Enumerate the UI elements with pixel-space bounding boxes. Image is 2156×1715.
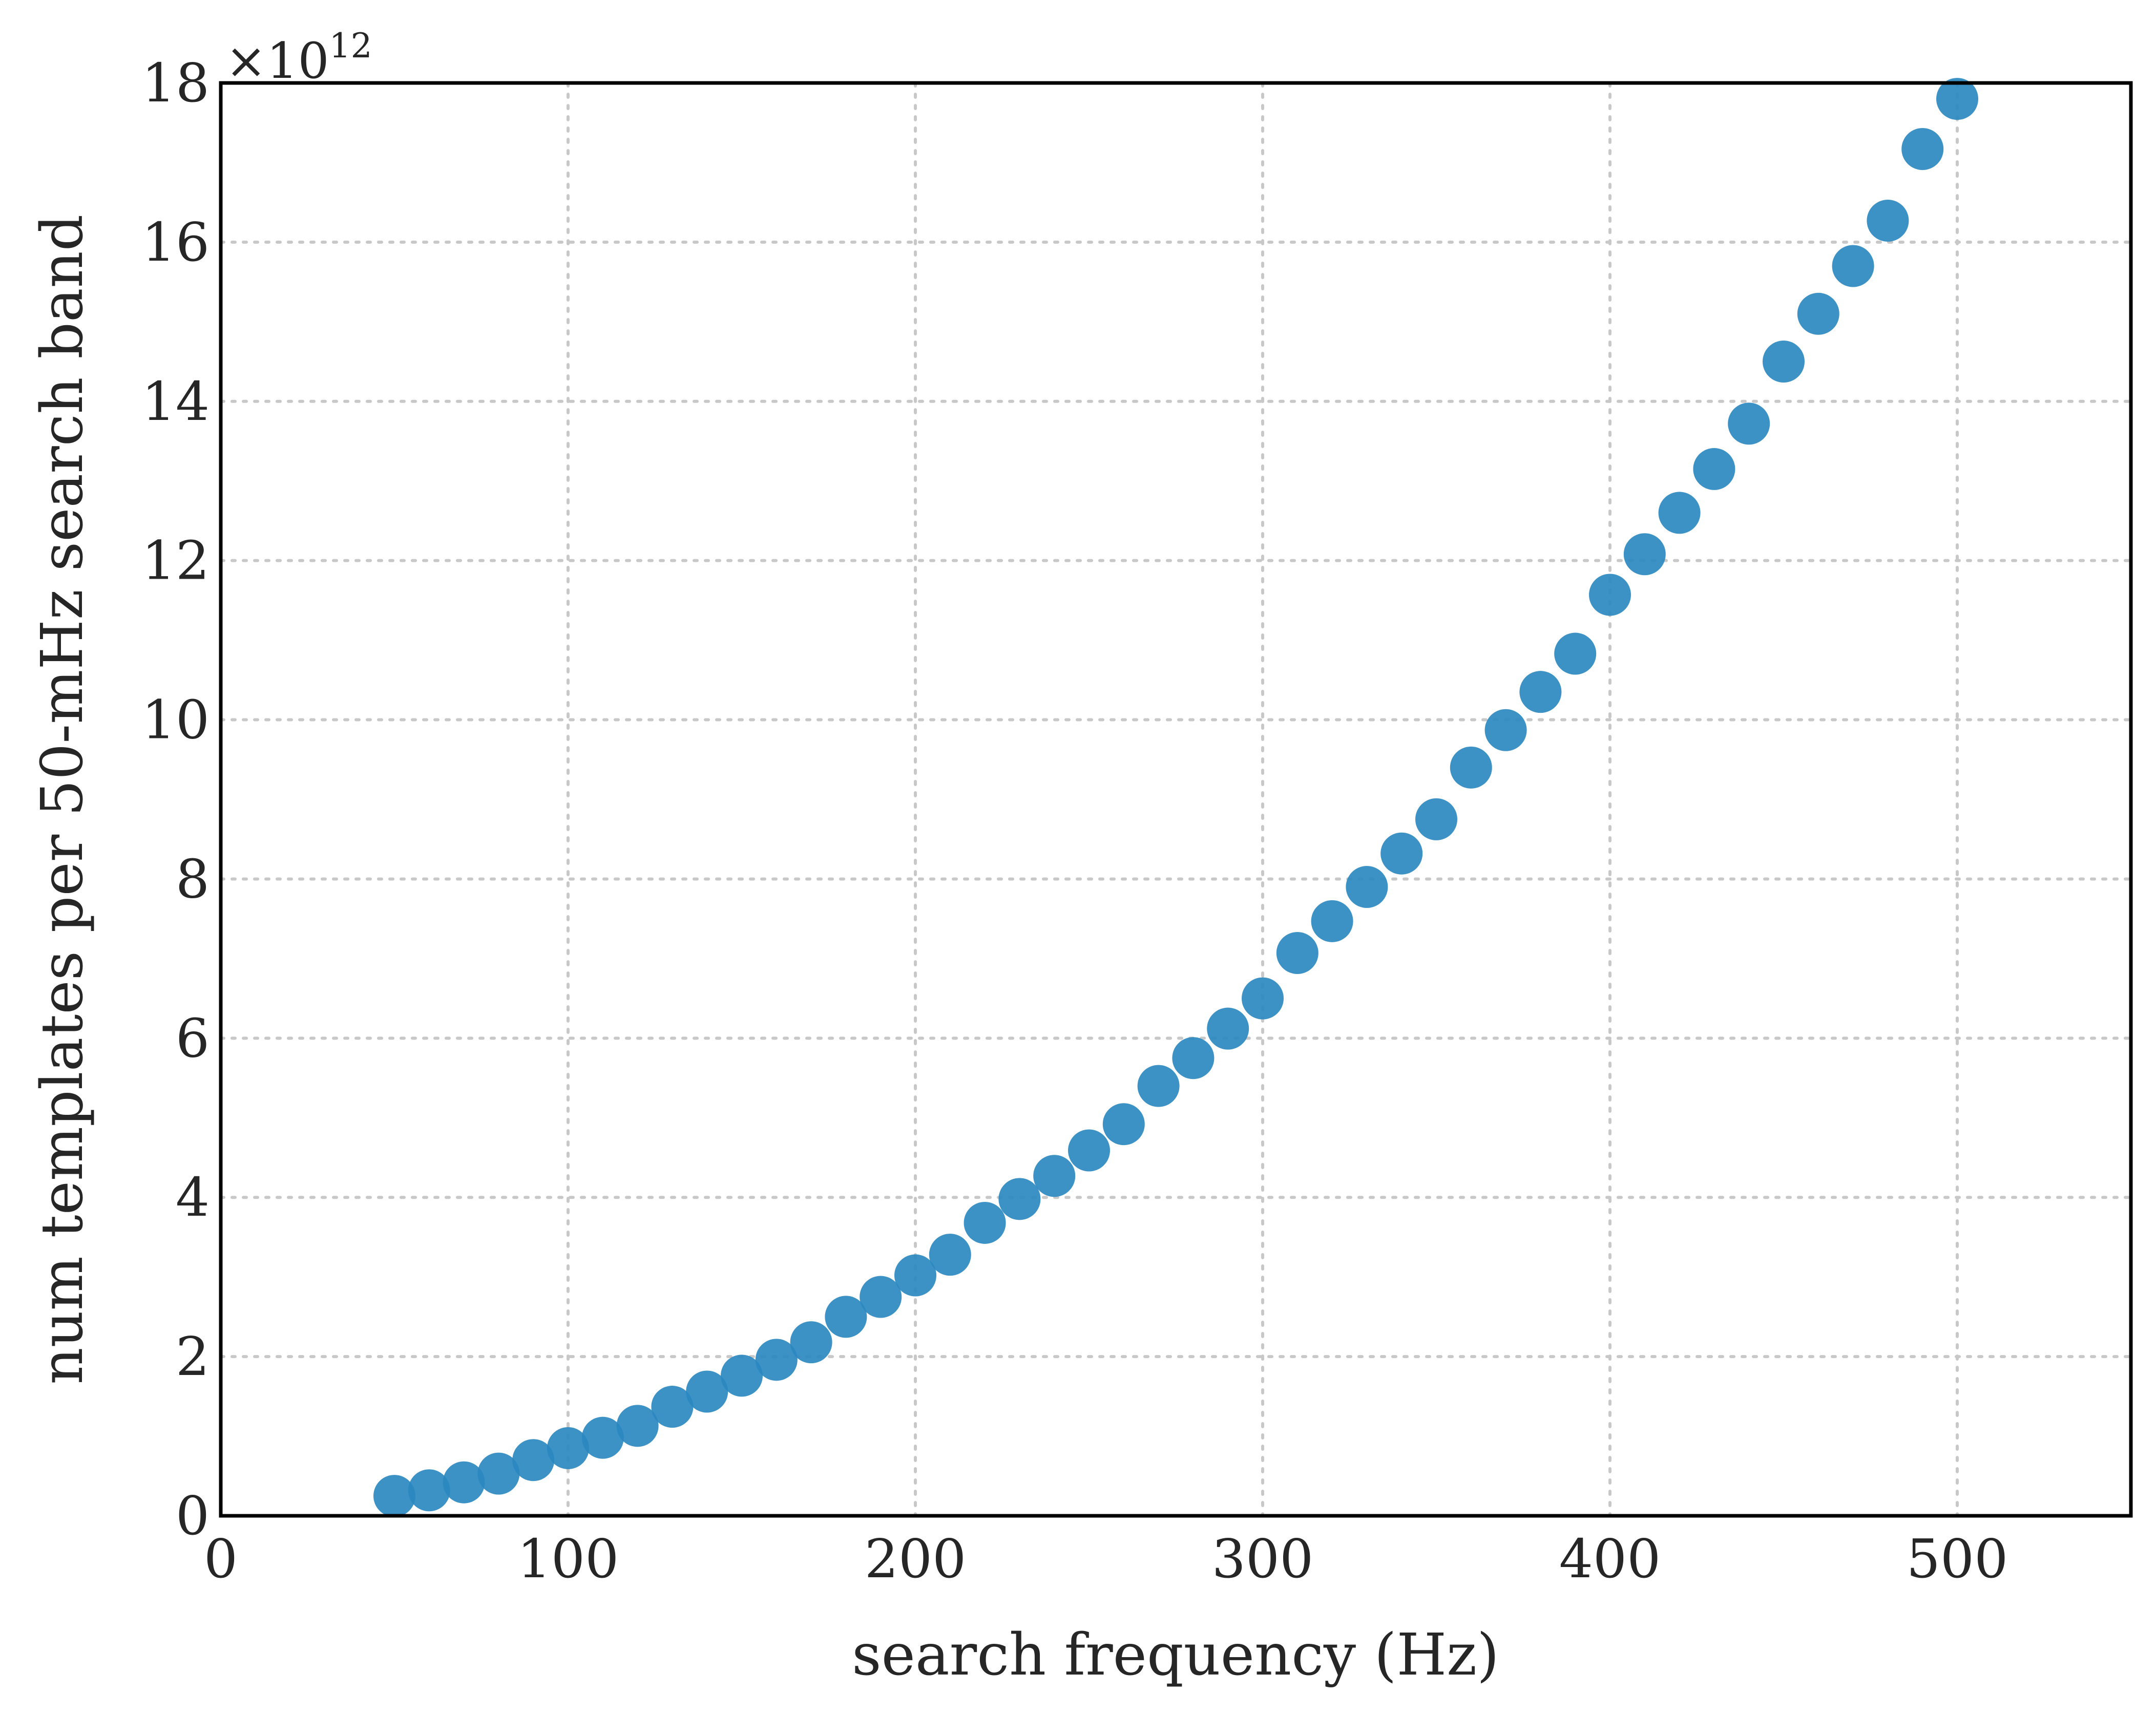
data-point <box>1623 533 1666 576</box>
y-tick-label: 14 <box>142 370 210 433</box>
data-point <box>512 1439 555 1481</box>
data-point <box>1137 1065 1180 1107</box>
grid <box>219 81 2132 1517</box>
data-point <box>1172 1037 1215 1079</box>
data-point <box>443 1461 485 1504</box>
data-point <box>1102 1103 1145 1146</box>
y-tick-label: 16 <box>142 211 210 273</box>
data-point <box>1867 199 1909 242</box>
data-point <box>894 1254 936 1297</box>
x-tick-label: 300 <box>1212 1528 1314 1590</box>
x-tick-label: 100 <box>517 1528 619 1590</box>
y-axis-title: num templates per 50-mHz search band <box>29 214 96 1384</box>
plot-frame <box>219 81 2133 1518</box>
y-tick-label: 8 <box>176 848 210 910</box>
x-axis-title: search frequency (Hz) <box>852 1622 1499 1688</box>
data-point <box>1346 865 1388 908</box>
data-point <box>1693 448 1735 490</box>
x-tick-labels: 0 100 200 300 400 500 <box>204 1528 2008 1590</box>
x-tick-label: 200 <box>865 1528 967 1590</box>
x-tick-label: 500 <box>1907 1528 2008 1590</box>
data-point <box>1207 1007 1249 1050</box>
y-tick-label: 10 <box>142 689 210 751</box>
data-point <box>998 1178 1041 1220</box>
data-point <box>686 1370 728 1413</box>
data-point <box>755 1339 798 1381</box>
data-point <box>1068 1129 1110 1172</box>
data-point <box>1797 292 1839 335</box>
data-point <box>1763 341 1805 383</box>
data-point <box>1450 746 1492 789</box>
data-point <box>929 1234 971 1276</box>
data-point <box>964 1201 1006 1244</box>
y-tick-label: 0 <box>176 1485 210 1547</box>
data-series <box>373 78 1978 1517</box>
y-tick-labels: 0 2 4 6 8 10 12 14 16 18 <box>142 52 210 1547</box>
data-point <box>1033 1155 1076 1197</box>
data-point <box>1936 78 1978 120</box>
y-tick-label: 4 <box>176 1166 210 1229</box>
x-tick-label: 400 <box>1559 1528 1661 1590</box>
data-point <box>1901 128 1944 171</box>
y-tick-label: 18 <box>142 52 210 114</box>
data-point <box>616 1405 659 1447</box>
y-axis-multiplier: ×1012 <box>225 26 372 90</box>
x-tick-label: 0 <box>204 1528 238 1590</box>
data-point <box>1554 632 1597 675</box>
data-point <box>1242 977 1284 1020</box>
y-tick-label: 6 <box>176 1007 210 1069</box>
data-point <box>1415 798 1457 840</box>
data-point <box>790 1321 832 1364</box>
data-point <box>581 1416 624 1459</box>
data-point <box>860 1276 902 1318</box>
data-point <box>1484 709 1527 751</box>
data-point <box>373 1475 415 1517</box>
data-point <box>547 1427 589 1469</box>
data-point <box>1728 403 1770 445</box>
data-point <box>1832 245 1874 287</box>
y-tick-label: 12 <box>142 530 210 592</box>
data-point <box>408 1469 450 1512</box>
data-point <box>1519 671 1562 713</box>
data-point <box>825 1296 867 1338</box>
data-point <box>1380 832 1423 875</box>
data-point <box>1658 492 1701 534</box>
data-point <box>721 1354 763 1397</box>
data-point <box>651 1386 694 1428</box>
data-point <box>1311 900 1353 942</box>
data-point <box>1276 932 1318 975</box>
data-point <box>1589 574 1631 616</box>
y-tick-label: 2 <box>176 1325 210 1388</box>
data-point <box>477 1452 520 1495</box>
